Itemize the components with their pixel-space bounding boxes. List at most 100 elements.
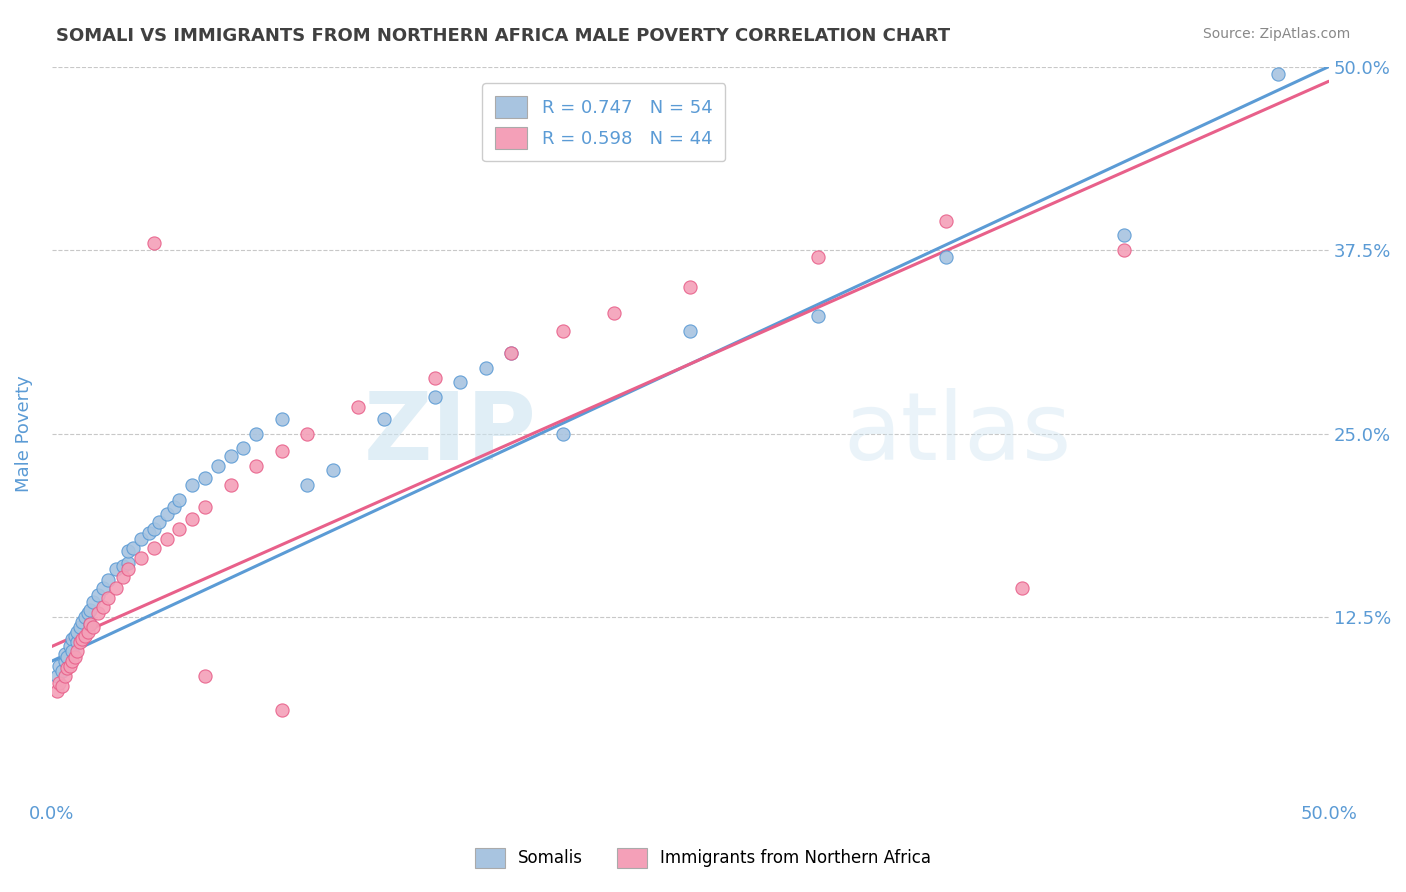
Point — [48, 658, 70, 673]
Point — [142, 522, 165, 536]
Point — [87, 606, 110, 620]
Point — [79, 617, 101, 632]
Point — [156, 508, 179, 522]
Point — [112, 558, 135, 573]
Point — [53, 669, 76, 683]
Point — [60, 654, 83, 668]
Point — [91, 581, 114, 595]
Point — [60, 644, 83, 658]
Point — [322, 463, 344, 477]
Point — [245, 458, 267, 473]
Point — [59, 640, 82, 654]
Point — [551, 426, 574, 441]
Point — [117, 562, 139, 576]
Point — [194, 500, 217, 514]
Point — [51, 665, 73, 679]
Point — [423, 371, 446, 385]
Point — [63, 629, 86, 643]
Point — [295, 478, 318, 492]
Point — [48, 676, 70, 690]
Point — [1267, 67, 1289, 81]
Point — [122, 541, 145, 555]
Point — [475, 360, 498, 375]
Text: SOMALI VS IMMIGRANTS FROM NORTHERN AFRICA MALE POVERTY CORRELATION CHART: SOMALI VS IMMIGRANTS FROM NORTHERN AFRIC… — [56, 27, 950, 45]
Point — [69, 635, 91, 649]
Text: Source: ZipAtlas.com: Source: ZipAtlas.com — [1202, 27, 1350, 41]
Point — [45, 683, 67, 698]
Point — [97, 574, 120, 588]
Point — [117, 544, 139, 558]
Point — [73, 629, 96, 643]
Point — [79, 617, 101, 632]
Point — [163, 500, 186, 514]
Point — [219, 449, 242, 463]
Point — [232, 442, 254, 456]
Text: ZIP: ZIP — [364, 388, 537, 480]
Point — [72, 632, 94, 647]
Point — [97, 591, 120, 605]
Point — [245, 426, 267, 441]
Point — [501, 346, 523, 360]
Point — [1011, 581, 1033, 595]
Point — [66, 624, 89, 639]
Point — [59, 658, 82, 673]
Point — [73, 610, 96, 624]
Point — [87, 588, 110, 602]
Point — [51, 679, 73, 693]
Point — [551, 324, 574, 338]
Point — [373, 412, 395, 426]
Point — [56, 661, 79, 675]
Legend: Somalis, Immigrants from Northern Africa: Somalis, Immigrants from Northern Africa — [468, 841, 938, 875]
Point — [91, 599, 114, 614]
Point — [270, 412, 292, 426]
Point — [501, 346, 523, 360]
Y-axis label: Male Poverty: Male Poverty — [15, 376, 32, 492]
Point — [142, 235, 165, 250]
Point — [76, 606, 98, 620]
Point — [219, 478, 242, 492]
Point — [56, 649, 79, 664]
Point — [181, 478, 204, 492]
Point — [79, 603, 101, 617]
Point — [169, 492, 191, 507]
Point — [82, 620, 104, 634]
Point — [449, 376, 471, 390]
Point — [45, 669, 67, 683]
Point — [935, 251, 957, 265]
Point — [53, 654, 76, 668]
Point — [129, 551, 152, 566]
Point — [679, 324, 702, 338]
Point — [270, 444, 292, 458]
Point — [104, 562, 127, 576]
Point — [1114, 228, 1136, 243]
Point — [138, 526, 160, 541]
Point — [295, 426, 318, 441]
Point — [76, 624, 98, 639]
Point — [423, 390, 446, 404]
Point — [207, 458, 229, 473]
Point — [129, 533, 152, 547]
Point — [679, 280, 702, 294]
Point — [60, 632, 83, 647]
Point — [148, 515, 170, 529]
Point — [156, 533, 179, 547]
Point — [66, 644, 89, 658]
Text: atlas: atlas — [844, 388, 1071, 480]
Point — [602, 306, 624, 320]
Point — [194, 470, 217, 484]
Point — [53, 647, 76, 661]
Point — [194, 669, 217, 683]
Point — [169, 522, 191, 536]
Point — [270, 703, 292, 717]
Point — [104, 581, 127, 595]
Point — [1114, 243, 1136, 257]
Point — [807, 251, 830, 265]
Point — [181, 512, 204, 526]
Point — [82, 595, 104, 609]
Point — [117, 556, 139, 570]
Point — [69, 620, 91, 634]
Point — [142, 541, 165, 555]
Point — [347, 400, 370, 414]
Legend: R = 0.747   N = 54, R = 0.598   N = 44: R = 0.747 N = 54, R = 0.598 N = 44 — [482, 83, 725, 161]
Point — [807, 309, 830, 323]
